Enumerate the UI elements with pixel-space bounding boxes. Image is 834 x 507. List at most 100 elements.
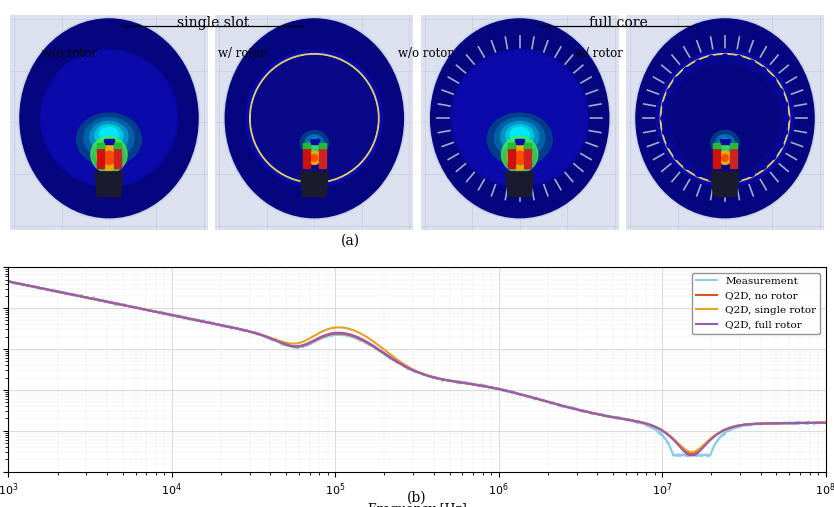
Q2D, no rotor [45,287,55,293]
Text: w/ rotor: w/ rotor [575,47,623,60]
Q2D, no rotor [379,350,389,356]
Circle shape [581,103,588,110]
Circle shape [656,103,663,110]
Q2D, no rotor [401,364,411,370]
Ellipse shape [20,19,198,218]
Bar [525,147,531,168]
Ellipse shape [309,138,320,148]
Circle shape [582,115,589,122]
Circle shape [252,56,377,181]
Q2D, single rotor [401,363,411,369]
Circle shape [736,56,741,62]
Circle shape [689,172,696,179]
Polygon shape [505,172,534,197]
Circle shape [41,50,178,187]
Q2D, single rotor [45,287,55,293]
Bar [713,142,721,148]
Circle shape [674,77,681,83]
Circle shape [784,137,791,144]
Bar [508,142,515,148]
Circle shape [661,115,667,122]
Circle shape [662,56,787,181]
Polygon shape [300,172,329,197]
Circle shape [656,115,662,122]
Q2D, full rotor [401,364,411,370]
Circle shape [574,82,580,89]
Text: w/o rotor: w/o rotor [398,47,453,60]
Circle shape [784,92,791,99]
Circle shape [772,157,779,164]
Circle shape [550,172,556,179]
Measurement [4,278,14,284]
Text: (b): (b) [407,490,427,504]
Circle shape [494,177,500,184]
Circle shape [501,136,538,173]
Circle shape [786,103,793,110]
Circle shape [550,58,556,64]
Circle shape [689,58,696,64]
Q2D, full rotor [685,452,695,458]
Circle shape [736,174,741,181]
Q2D, full rotor [821,420,831,426]
Bar [113,147,121,168]
Bar [515,139,525,144]
Circle shape [656,126,663,133]
Circle shape [708,174,715,181]
Legend: Measurement, Q2D, no rotor, Q2D, single rotor, Q2D, full rotor: Measurement, Q2D, no rotor, Q2D, single … [692,272,821,334]
Measurement [647,424,657,430]
Ellipse shape [505,125,534,147]
Circle shape [680,64,686,71]
Circle shape [716,146,734,164]
Circle shape [755,172,761,179]
Measurement [3,278,13,284]
Circle shape [764,64,771,71]
Ellipse shape [95,125,123,147]
Bar [98,142,104,148]
Q2D, no rotor [797,420,807,426]
Circle shape [760,67,766,74]
Circle shape [755,58,761,64]
Circle shape [466,157,472,164]
Circle shape [772,73,779,79]
Circle shape [466,73,472,79]
Ellipse shape [90,121,128,152]
Ellipse shape [510,127,530,142]
Circle shape [559,64,565,71]
Circle shape [528,50,535,57]
Circle shape [567,157,574,164]
Bar [525,142,531,148]
Circle shape [505,50,511,57]
Q2D, no rotor [3,278,13,284]
Q2D, full rotor [379,350,389,356]
Circle shape [779,148,786,155]
Circle shape [516,49,523,56]
Circle shape [787,115,794,122]
Circle shape [696,60,701,66]
Circle shape [770,77,776,83]
Bar [309,139,319,144]
Circle shape [513,151,526,164]
Circle shape [539,53,545,60]
Circle shape [103,151,116,164]
Circle shape [97,146,122,170]
Circle shape [460,148,466,155]
Circle shape [721,49,728,56]
Q2D, single rotor [647,422,657,428]
Q2D, no rotor [686,451,696,457]
Text: (a): (a) [341,234,359,248]
Circle shape [574,148,580,155]
Circle shape [528,180,535,187]
Text: w/ rotor: w/ rotor [218,47,266,60]
Bar [303,147,309,168]
Circle shape [658,52,791,185]
Circle shape [662,101,669,108]
Ellipse shape [224,17,405,220]
Circle shape [744,53,751,60]
Circle shape [474,166,480,172]
Circle shape [455,137,461,144]
Circle shape [671,73,678,79]
Circle shape [451,50,588,187]
Circle shape [662,129,669,135]
Line: Measurement: Measurement [8,281,826,456]
Circle shape [699,177,706,184]
